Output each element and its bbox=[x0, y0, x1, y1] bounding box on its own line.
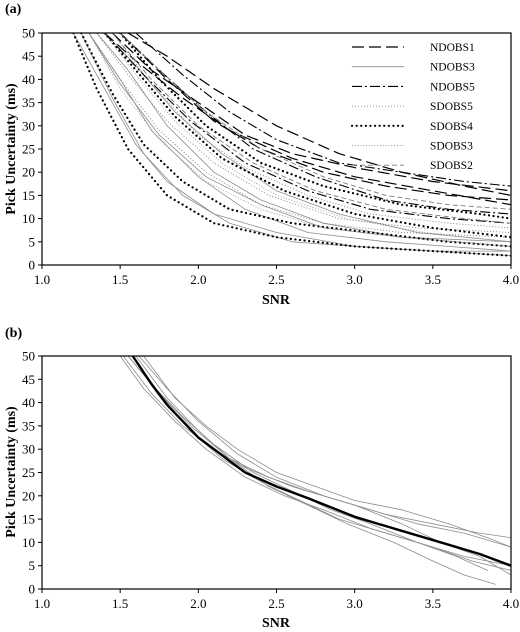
series-sdobs3-curve-1 bbox=[88, 33, 511, 247]
station-curve-7 bbox=[127, 356, 489, 571]
y-tick-label: 25 bbox=[22, 465, 35, 480]
legend-label-sdobs2: SDOBS2 bbox=[430, 160, 473, 172]
x-tick-label: 3.0 bbox=[347, 272, 363, 287]
station-curve-8 bbox=[138, 356, 511, 548]
series-ndobs3-curve-3 bbox=[88, 33, 511, 252]
panel-a-legend: NDOBS1 NDOBS3 NDOBS5 SDOBS5 SDOBS4 SDOBS3 SDOB… bbox=[350, 42, 475, 172]
series-ndobs3-curve-4 bbox=[96, 33, 511, 247]
panel-a-label: (a) bbox=[5, 2, 22, 17]
panel-b-label: (b) bbox=[5, 326, 22, 341]
y-tick-label: 35 bbox=[22, 95, 35, 110]
station-curve-6 bbox=[143, 356, 511, 548]
station-curve-5 bbox=[132, 356, 496, 585]
panel-b-y-axis-title: Pick Uncertainty (ms) bbox=[4, 406, 19, 538]
panel-a-x-axis-title: SNR bbox=[262, 293, 291, 308]
y-tick-label: 0 bbox=[29, 258, 36, 273]
y-tick-label: 50 bbox=[22, 26, 35, 41]
y-tick-label: 20 bbox=[22, 165, 35, 180]
x-tick-label: 2.0 bbox=[190, 272, 206, 287]
panel-b-curves bbox=[119, 356, 511, 585]
station-curve-2 bbox=[119, 356, 511, 567]
legend-label-ndobs5: NDOBS5 bbox=[430, 81, 475, 93]
legend-label-ndobs3: NDOBS3 bbox=[430, 62, 475, 74]
y-tick-label: 45 bbox=[22, 49, 35, 64]
y-tick-label: 40 bbox=[22, 395, 35, 410]
panel-b-x-axis-title: SNR bbox=[262, 616, 291, 631]
y-tick-label: 35 bbox=[22, 418, 35, 433]
panel-b-y-tick-labels: 0 5 10 15 20 25 30 35 40 45 50 bbox=[22, 349, 35, 597]
legend-label-sdobs3: SDOBS3 bbox=[430, 141, 473, 153]
panel-b-ticks bbox=[38, 355, 512, 593]
series-sdobs4-curve-2 bbox=[79, 33, 511, 248]
x-tick-label: 1.0 bbox=[34, 596, 50, 611]
series-sdobs3-curve-2 bbox=[104, 33, 511, 243]
series-ndobs1-curve-4 bbox=[127, 33, 511, 196]
y-tick-label: 25 bbox=[22, 142, 35, 157]
series-ndobs3-curve-2 bbox=[80, 33, 511, 252]
series-sdobs5-curve-1 bbox=[88, 33, 511, 238]
y-tick-label: 10 bbox=[22, 535, 35, 550]
station-curve-3 bbox=[127, 356, 511, 571]
y-tick-label: 40 bbox=[22, 72, 35, 87]
series-ndobs5-curve-1 bbox=[135, 33, 511, 187]
y-tick-label: 15 bbox=[22, 512, 35, 527]
x-tick-label: 3.0 bbox=[347, 596, 363, 611]
series-sdobs4-curve-3 bbox=[103, 33, 511, 239]
station-curve-4 bbox=[135, 356, 511, 576]
panel-a-x-tick-labels: 1.0 1.5 2.0 2.5 3.0 3.5 4.0 bbox=[34, 272, 519, 287]
y-tick-label: 30 bbox=[22, 118, 35, 133]
y-tick-label: 45 bbox=[22, 372, 35, 387]
y-tick-label: 10 bbox=[22, 211, 35, 226]
x-tick-label: 2.5 bbox=[268, 272, 284, 287]
x-tick-label: 1.0 bbox=[34, 272, 50, 287]
x-tick-label: 1.5 bbox=[112, 272, 128, 287]
legend-label-ndobs1: NDOBS1 bbox=[430, 42, 475, 54]
x-tick-label: 4.0 bbox=[503, 596, 519, 611]
series-ndobs3-curve-6 bbox=[88, 33, 511, 243]
station-curve-1 bbox=[122, 356, 511, 539]
panel-a-ticks bbox=[38, 32, 512, 269]
panel-a-y-axis-title: Pick Uncertainty (ms) bbox=[4, 83, 19, 215]
panel-b: (b) 1.0 1.5 2.0 2.5 3.0 3.5 4.0 0 5 10 15 20 25 30 35… bbox=[4, 326, 519, 631]
x-tick-label: 4.0 bbox=[503, 272, 519, 287]
x-tick-label: 3.5 bbox=[425, 272, 441, 287]
series-sdobs5-curve-2 bbox=[96, 33, 511, 233]
series-ndobs1-curve-3 bbox=[104, 33, 511, 206]
legend-label-sdobs5: SDOBS5 bbox=[430, 101, 473, 113]
series-ndobs1-curve-1 bbox=[111, 33, 511, 192]
x-tick-label: 2.0 bbox=[190, 596, 206, 611]
y-tick-label: 15 bbox=[22, 188, 35, 203]
y-tick-label: 50 bbox=[22, 349, 35, 364]
y-tick-label: 5 bbox=[29, 234, 36, 249]
series-ndobs5-curve-3 bbox=[104, 33, 511, 224]
legend-label-sdobs4: SDOBS4 bbox=[430, 121, 473, 133]
series-sdobs4-curve-1 bbox=[72, 33, 511, 257]
series-sdobs5-curve-3 bbox=[111, 33, 511, 229]
series-sdobs2-curve-1 bbox=[119, 33, 511, 210]
panel-a-y-tick-labels: 0 5 10 15 20 25 30 35 40 45 50 bbox=[22, 26, 35, 273]
y-tick-label: 5 bbox=[29, 558, 36, 573]
panel-a-curves bbox=[72, 33, 511, 257]
y-tick-label: 30 bbox=[22, 442, 35, 457]
x-tick-label: 2.5 bbox=[268, 596, 284, 611]
y-tick-label: 20 bbox=[22, 488, 35, 503]
x-tick-label: 3.5 bbox=[425, 596, 441, 611]
mean-curve bbox=[131, 356, 511, 567]
y-tick-label: 0 bbox=[29, 582, 36, 597]
series-sdobs4-curve-4 bbox=[119, 33, 511, 220]
series-sdobs2-curve-2 bbox=[111, 33, 511, 224]
series-ndobs1-curve-2 bbox=[119, 33, 511, 201]
panel-a: (a) 1.0 1.5 2.0 2.5 3.0 3.5 4.0 0 5 10 15 20 25 30 35… bbox=[4, 2, 519, 308]
panel-b-x-tick-labels: 1.0 1.5 2.0 2.5 3.0 3.5 4.0 bbox=[34, 596, 519, 611]
x-tick-label: 1.5 bbox=[112, 596, 128, 611]
